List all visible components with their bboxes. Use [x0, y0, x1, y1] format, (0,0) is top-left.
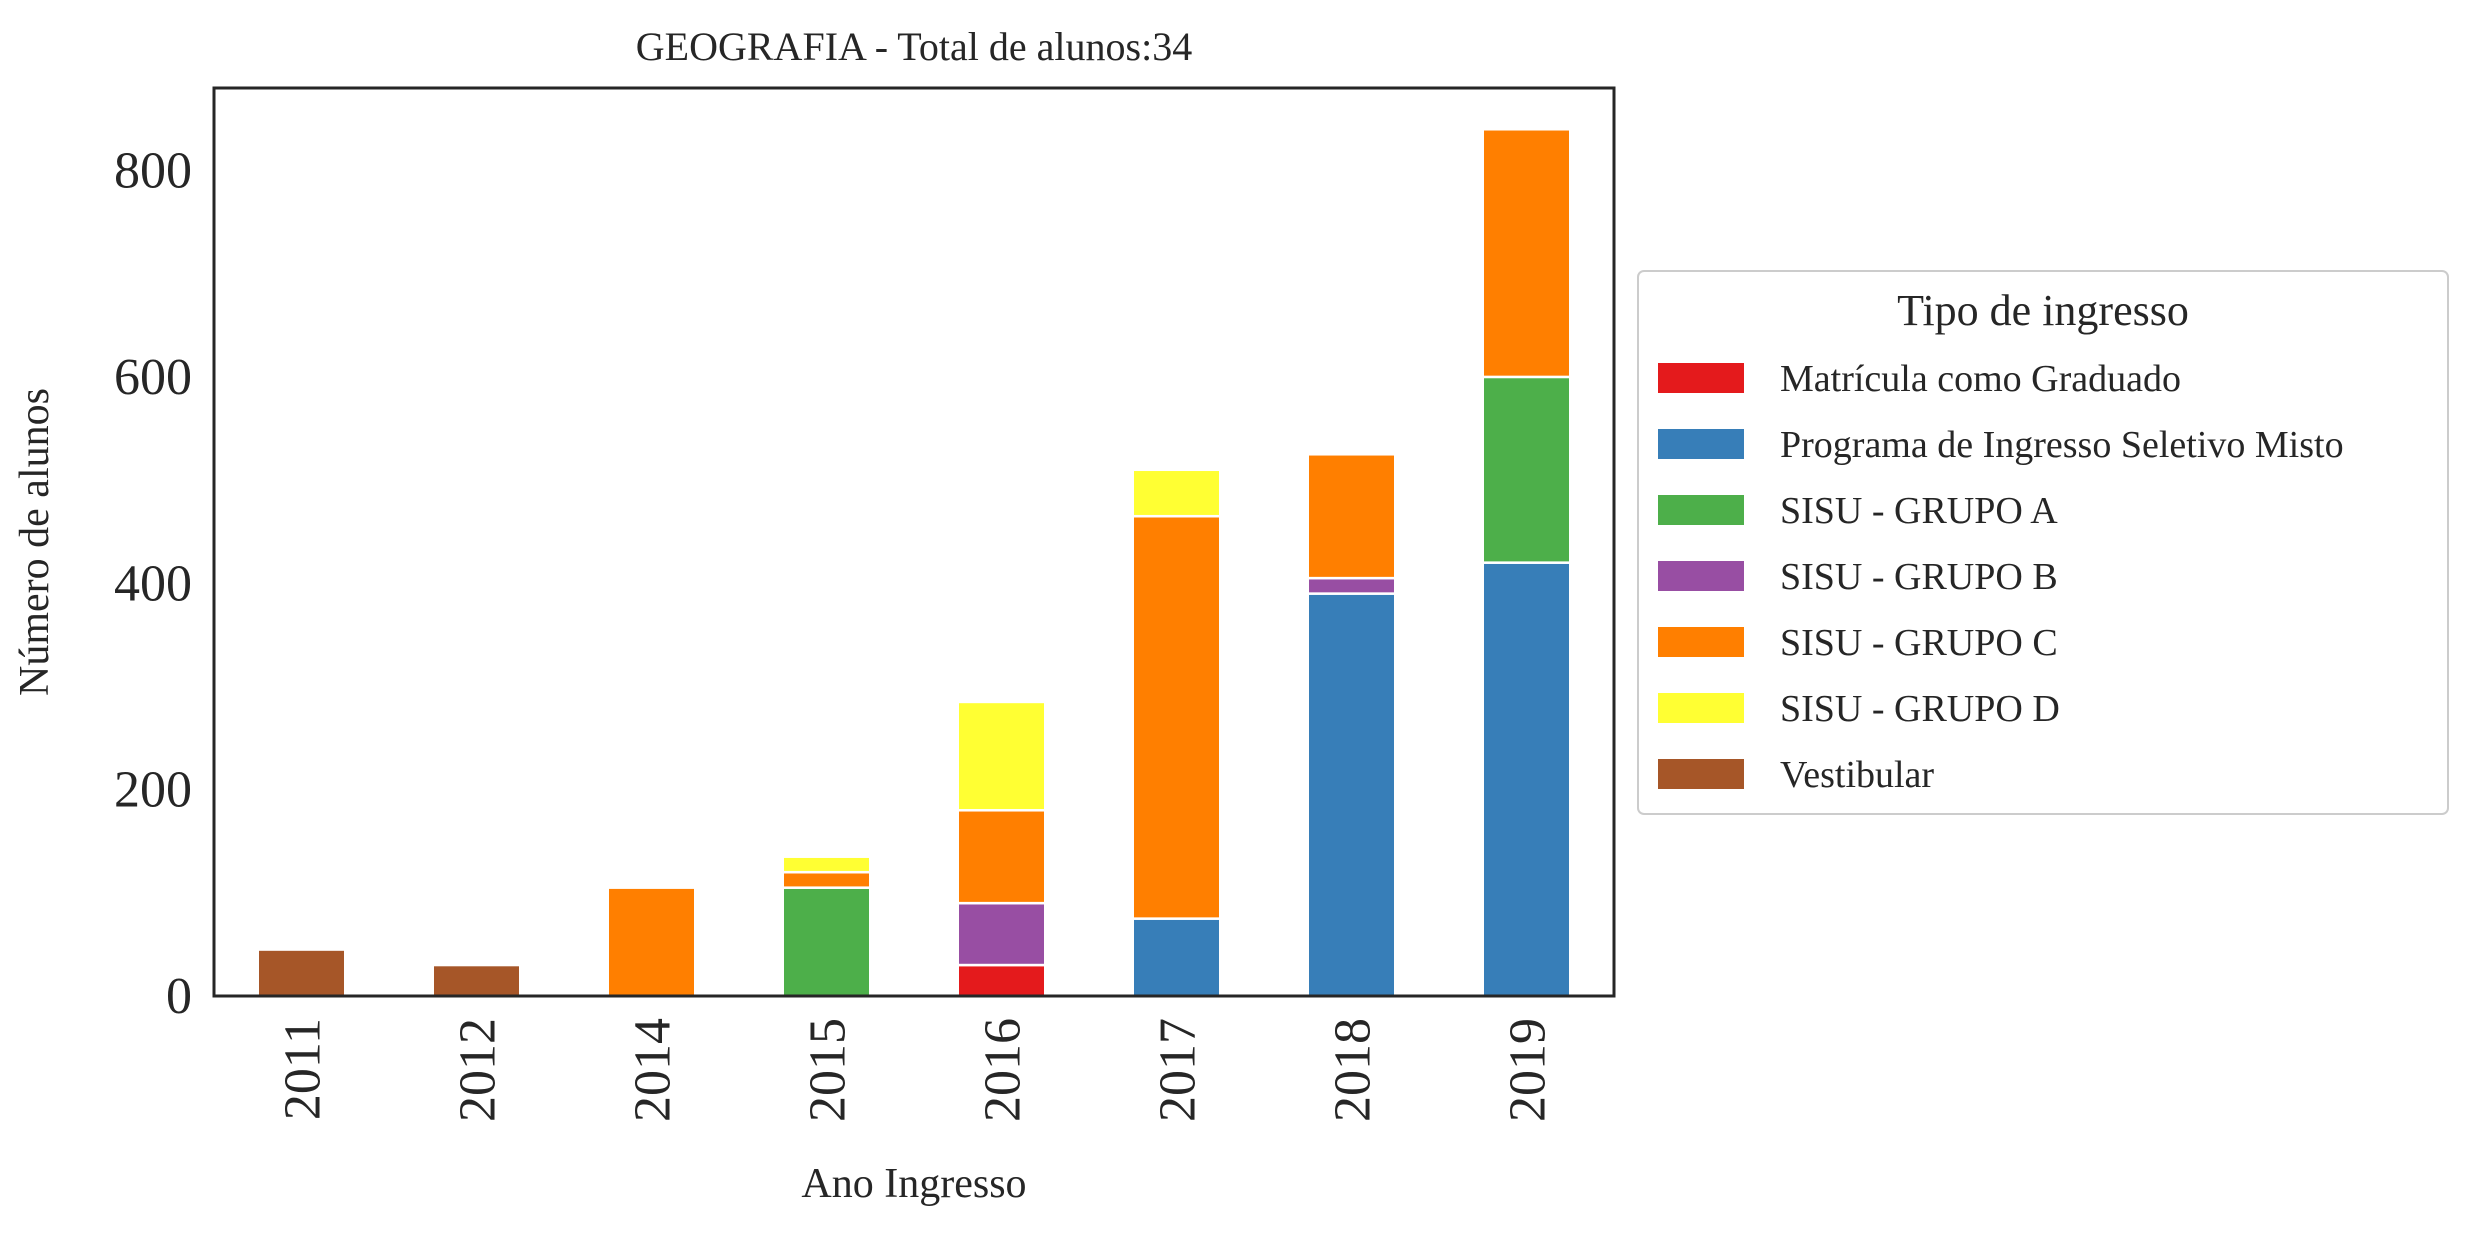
x-tick-label: 2017: [1150, 1018, 1207, 1122]
legend-label: SISU - GRUPO A: [1780, 490, 2058, 532]
x-tick-label: 2011: [275, 1018, 332, 1120]
bar-2018-series-3: [1306, 576, 1397, 595]
x-tick-label: 2018: [1325, 1018, 1382, 1122]
legend-swatch: [1658, 693, 1744, 723]
y-tick-label: 200: [114, 762, 192, 819]
x-tick-label: 2019: [1500, 1018, 1557, 1122]
legend-label: Programa de Ingresso Seletivo Misto: [1780, 424, 2344, 466]
bar-2018-series-1: [1306, 592, 1397, 998]
bar-2015-series-5: [781, 855, 872, 874]
bar-2017-series-4: [1131, 514, 1222, 920]
y-tick-label: 600: [114, 349, 192, 406]
plot-frame: [212, 86, 1616, 998]
legend-swatch: [1658, 429, 1744, 459]
legend-swatch: [1658, 561, 1744, 591]
legend-label: SISU - GRUPO B: [1780, 556, 2058, 598]
legend-label: SISU - GRUPO D: [1780, 688, 2060, 730]
x-tick-label: 2012: [450, 1018, 507, 1122]
x-axis: 2011 2012 2014 2015 2016 2017 2018 2019: [275, 1018, 1557, 1122]
bar-2016-series-5: [956, 700, 1047, 812]
x-tick-label: 2015: [800, 1018, 857, 1122]
bar-2017-series-5: [1131, 468, 1222, 518]
legend-swatch: [1658, 363, 1744, 393]
x-tick-label: 2014: [625, 1018, 682, 1122]
bar-2019-series-2: [1481, 375, 1572, 564]
legend-label: Matrícula como Graduado: [1780, 358, 2181, 400]
x-tick-label: 2016: [975, 1018, 1032, 1122]
bar-2016-series-3: [956, 901, 1047, 967]
legend-frame: [1637, 270, 2449, 815]
bar-2019-series-1: [1481, 561, 1572, 998]
bar-2014-series-4: [606, 886, 697, 998]
bar-2012-series-6: [431, 963, 522, 998]
x-axis-label: Ano Ingresso: [801, 1161, 1026, 1207]
legend-label: SISU - GRUPO C: [1780, 622, 2058, 664]
y-tick-label: 800: [114, 143, 192, 200]
y-axis: 0 200 400 600 800: [114, 143, 192, 1025]
bar-2016-series-4: [956, 809, 1047, 905]
bar-2015-series-4: [781, 870, 872, 889]
chart-title: GEOGRAFIA - Total de alunos:34: [636, 24, 1192, 69]
legend: Tipo de ingresso Matrícula como Graduado…: [1637, 270, 2449, 815]
legend-swatch: [1658, 495, 1744, 525]
y-tick-label: 0: [166, 968, 192, 1025]
legend-title: Tipo de ingresso: [1897, 286, 2189, 335]
bar-2015-series-2: [781, 886, 872, 998]
bar-2019-series-4: [1481, 128, 1572, 379]
bar-2018-series-4: [1306, 453, 1397, 580]
y-tick-label: 400: [114, 555, 192, 612]
bar-2016-series-0: [956, 963, 1047, 998]
bar-2011-series-6: [256, 948, 347, 998]
bar-2017-series-1: [1131, 917, 1222, 998]
y-axis-label: Número de alunos: [12, 388, 58, 696]
legend-label: Vestibular: [1780, 754, 1934, 796]
bars-layer: [256, 128, 1572, 998]
legend-swatch: [1658, 627, 1744, 657]
legend-swatch: [1658, 759, 1744, 789]
legend-items: Matrícula como Graduado Programa de Ingre…: [1658, 358, 2344, 796]
